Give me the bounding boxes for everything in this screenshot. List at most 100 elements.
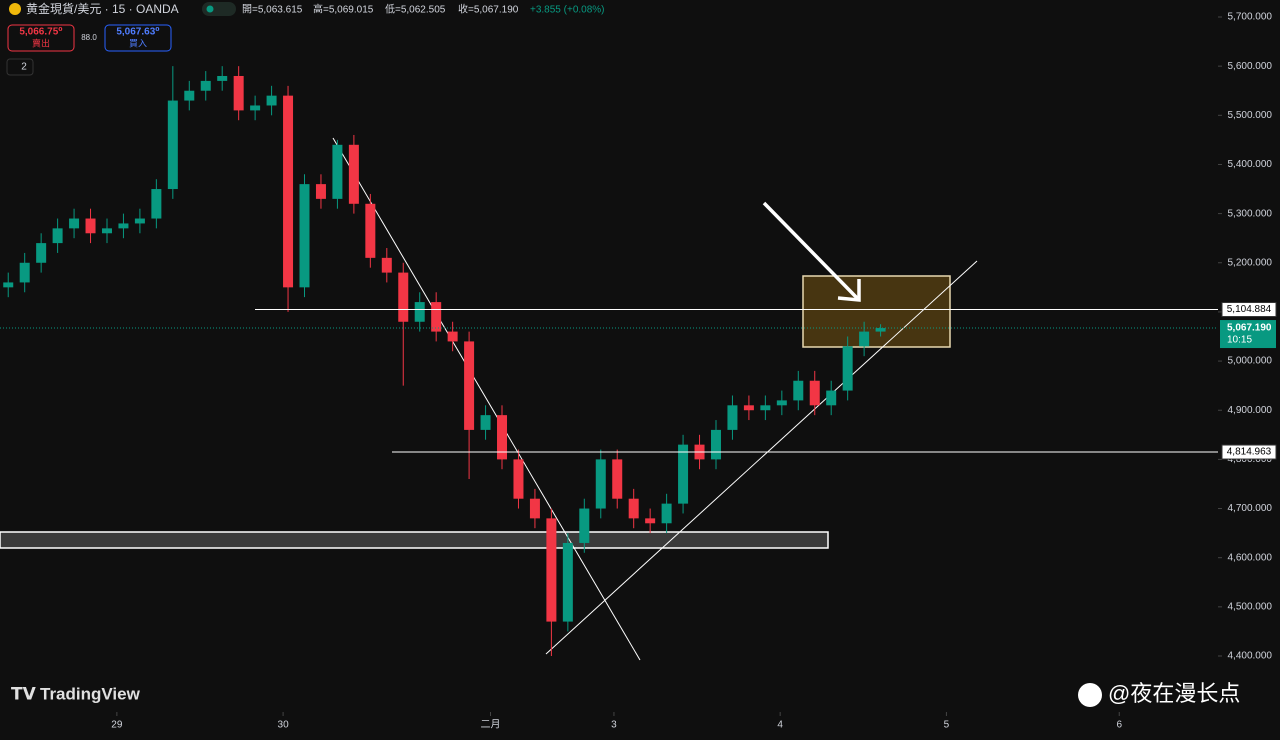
y-tick-label: 4,700.000 (1228, 503, 1273, 514)
candle-body (184, 90, 195, 101)
candle-body (299, 184, 310, 288)
candle-body (118, 223, 129, 229)
candle-body (447, 331, 458, 342)
candle-body (365, 203, 376, 258)
x-tick-label: 6 (1116, 720, 1122, 731)
credit-icon (1078, 683, 1102, 707)
candle-body (217, 75, 228, 81)
candle-body (760, 405, 771, 411)
sell-price: 5,066.75⁰ (19, 27, 62, 38)
y-tick-label: 5,000.000 (1228, 356, 1273, 367)
ohlc-change: +3.855 (+0.08%) (530, 5, 605, 16)
candle-body (875, 328, 886, 332)
buy-label: 買入 (129, 38, 147, 48)
arrow (762, 201, 861, 302)
ohlc-high: 高=5,069.015 (313, 3, 374, 16)
candle-body (826, 390, 837, 406)
sell-button[interactable] (7, 24, 75, 52)
candle-body (151, 189, 162, 219)
candle-body (233, 75, 244, 111)
y-tick-label: 4,400.000 (1228, 651, 1273, 662)
candle-body (612, 459, 623, 499)
price-line-label: 5,104.884 (1227, 304, 1272, 315)
price-line-tag (1221, 302, 1277, 318)
support-zone (0, 531, 829, 549)
candle-body (842, 346, 853, 391)
candle-body (69, 218, 80, 229)
candle-body (743, 405, 754, 411)
candle-body (645, 518, 656, 524)
candle-body (315, 184, 326, 199)
y-tick-label: 4,500.000 (1228, 601, 1273, 612)
indicator-count: 2 (21, 62, 27, 73)
watermark-logo: 𝗧𝗩 (11, 684, 37, 703)
candle-body (283, 95, 294, 288)
spread: 88.0 (81, 33, 97, 42)
y-tick-label: 4,600.000 (1228, 552, 1273, 563)
target-zone (802, 275, 951, 348)
candle-body (431, 302, 442, 332)
y-tick-label: 5,600.000 (1228, 61, 1273, 72)
ohlc-close: 收=5,067.190 (458, 3, 519, 16)
candle-body (134, 218, 145, 224)
countdown: 10:15 (1227, 335, 1252, 346)
candle-body (250, 105, 261, 111)
candle-body (480, 415, 491, 430)
last-price-label: 5,067.190 (1227, 323, 1272, 334)
price-line-label: 4,814.963 (1227, 447, 1272, 458)
candle-body (513, 459, 524, 499)
trend-line (545, 260, 978, 655)
price-line-tag (1221, 444, 1277, 460)
y-tick-label: 5,400.000 (1228, 159, 1273, 170)
y-tick-label: 5,200.000 (1228, 257, 1273, 268)
candle-body (3, 282, 14, 288)
candle-body (85, 218, 96, 234)
candle-body (414, 302, 425, 322)
x-tick-label: 30 (278, 720, 290, 731)
trend-line (332, 137, 641, 661)
y-tick-label: 4,900.000 (1228, 405, 1273, 416)
candle-body (266, 95, 277, 106)
candle-body (167, 100, 178, 190)
x-tick-label: 29 (111, 720, 123, 731)
buy-price: 5,067.63⁰ (116, 27, 159, 38)
x-tick-label: 3 (611, 720, 617, 731)
candle-body (381, 257, 392, 273)
candle-body (661, 503, 672, 524)
last-price-tag (1220, 320, 1276, 349)
candle-body (101, 228, 112, 234)
candle-body (678, 444, 689, 504)
candle-body (628, 498, 639, 519)
status (202, 2, 236, 16)
watermark: TradingView (40, 684, 141, 703)
y-tick-label: 5,500.000 (1228, 110, 1273, 121)
candle-body (19, 262, 30, 283)
y-tick-label: 5,700.000 (1228, 12, 1273, 23)
buy-button[interactable] (104, 24, 172, 52)
candle-body (464, 341, 475, 430)
candle-body (529, 498, 540, 519)
ohlc-low: 低=5,062.505 (385, 3, 446, 16)
candle-body (595, 459, 606, 509)
indicator-toggle[interactable] (6, 58, 34, 76)
candle-body (497, 415, 508, 460)
symbol-icon (9, 3, 21, 15)
sell-label: 賣出 (32, 37, 50, 48)
candle-body (727, 405, 738, 430)
candle-body (546, 518, 557, 622)
status-dot (206, 5, 214, 13)
candle-body (710, 429, 721, 460)
candle-body (793, 380, 804, 401)
candle-body (776, 400, 787, 406)
candle-body (859, 331, 870, 347)
candle-body (332, 144, 343, 199)
x-tick-label: 4 (777, 720, 783, 731)
candle-body (562, 542, 573, 622)
candle-body (200, 80, 211, 91)
candle-body (348, 144, 359, 204)
x-tick-label: 5 (944, 720, 950, 731)
candle-body (52, 228, 63, 244)
ohlc-open: 開=5,063.615 (242, 4, 303, 16)
candle-body (36, 243, 47, 263)
candle-body (579, 508, 590, 543)
